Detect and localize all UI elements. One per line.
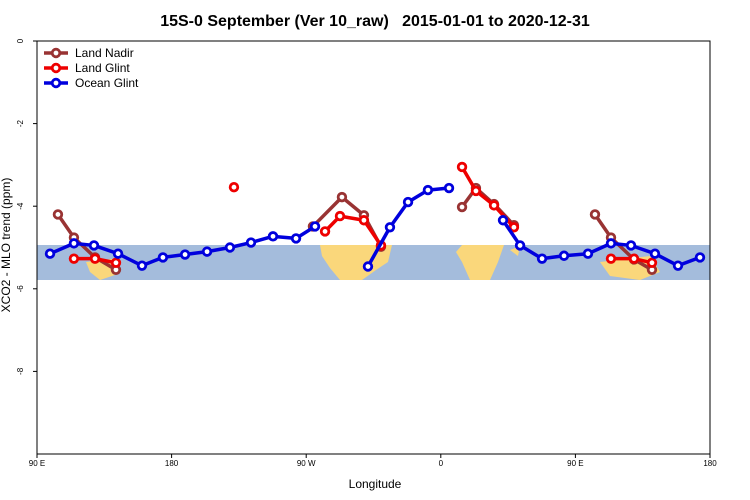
data-point (625, 240, 637, 251)
data-point (514, 240, 526, 251)
y-tick-label: -6 (16, 285, 25, 293)
data-point (309, 221, 321, 232)
data-point (497, 215, 509, 226)
data-point (456, 161, 468, 173)
data-point (136, 260, 148, 271)
data-point (536, 253, 548, 264)
data-point (179, 249, 191, 260)
data-point (672, 260, 684, 271)
data-point (422, 184, 434, 196)
y-tick-label: -8 (16, 367, 25, 375)
x-tick-label: 180 (703, 459, 717, 468)
data-point (224, 242, 236, 253)
data-point (470, 185, 482, 197)
data-point (646, 257, 658, 268)
data-point (110, 257, 122, 268)
data-point (582, 248, 594, 259)
data-point (89, 253, 101, 264)
series-line (56, 186, 653, 272)
data-point (319, 226, 331, 237)
data-point (628, 253, 640, 264)
x-tick-label: 90 E (567, 459, 583, 468)
data-point (605, 238, 617, 249)
data-point (52, 209, 64, 220)
data-point (267, 231, 279, 242)
x-axis-label: Longitude (349, 477, 402, 491)
data-point (228, 182, 240, 193)
data-point (605, 253, 617, 264)
data-point (456, 201, 468, 213)
data-point (558, 250, 570, 261)
data-point (112, 248, 124, 259)
legend-label: Ocean Glint (75, 76, 139, 90)
x-tick-label: 0 (439, 459, 444, 468)
data-point (290, 233, 302, 244)
x-tick-label: 90 W (297, 459, 316, 468)
data-point (488, 200, 500, 211)
data-point (589, 209, 601, 220)
y-tick-label: -2 (16, 119, 25, 127)
data-point (362, 261, 374, 272)
data-point (384, 222, 396, 233)
data-point (334, 210, 346, 222)
data-point (68, 238, 80, 249)
data-point (336, 191, 348, 203)
legend-label: Land Glint (75, 61, 130, 75)
x-tick-label: 90 E (29, 459, 45, 468)
x-tick-label: 180 (165, 459, 179, 468)
data-point (443, 182, 455, 194)
data-point (157, 252, 169, 263)
data-point (44, 248, 56, 259)
data-point (694, 252, 706, 263)
land (456, 245, 504, 280)
data-point (508, 222, 520, 233)
data-point (201, 246, 213, 257)
legend-marker (50, 47, 62, 59)
legend-label: Land Nadir (75, 46, 134, 60)
legend-marker (50, 62, 62, 74)
data-point (245, 237, 257, 248)
legend-marker (50, 77, 62, 89)
y-tick-label: -4 (16, 202, 25, 210)
data-point (68, 253, 80, 264)
data-point (358, 215, 370, 226)
data-point (402, 196, 414, 208)
y-axis-label: XCO2 - MLO trend (ppm) (0, 178, 13, 313)
chart-title: 15S-0 September (Ver 10_raw) 2015-01-01 … (160, 13, 590, 30)
y-tick-label: 0 (16, 38, 25, 43)
plot-frame (36, 40, 711, 455)
data-point (88, 240, 100, 251)
data-point (649, 248, 661, 259)
